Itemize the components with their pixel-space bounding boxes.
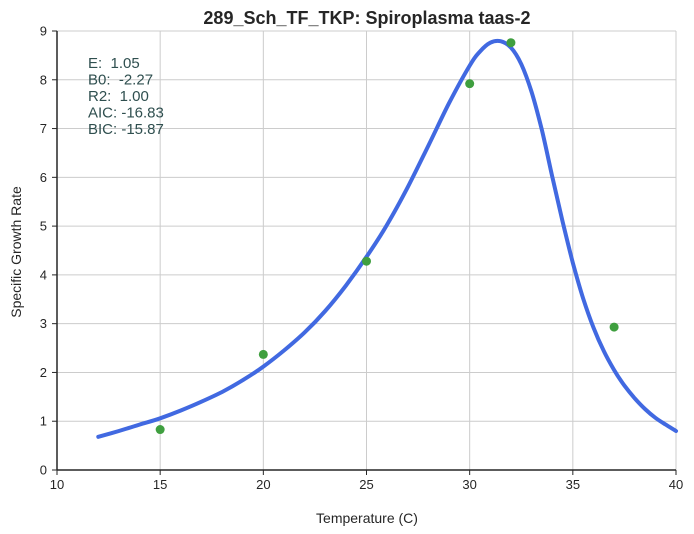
- x-tick-label: 15: [153, 477, 167, 492]
- data-point: [258, 349, 268, 359]
- y-tick-label: 2: [40, 365, 47, 380]
- y-tick-label: 7: [40, 121, 47, 136]
- y-axis-label: Specific Growth Rate: [8, 186, 24, 318]
- data-point: [362, 256, 371, 266]
- y-tick-label: 9: [40, 24, 47, 39]
- fit-stat-label: B0: -2.27: [88, 72, 153, 89]
- y-tick-label: 6: [40, 170, 47, 185]
- chart-title: 289_Sch_TF_TKP: Spiroplasma taas-2: [203, 8, 530, 28]
- series-curve: [96, 38, 678, 439]
- x-axis-label: Temperature (C): [316, 510, 418, 526]
- fit-stat-label: BIC: -15.87: [88, 121, 164, 138]
- data-point: [465, 79, 475, 89]
- fit-stat-label: R2: 1.00: [88, 88, 149, 105]
- y-tick-label: 0: [40, 463, 47, 478]
- y-tick-label: 4: [40, 267, 47, 282]
- x-tick-label: 30: [462, 477, 476, 492]
- axes: [56, 31, 676, 471]
- fit-stat-label: E: 1.05: [88, 55, 140, 72]
- x-tick-label: 10: [50, 477, 64, 492]
- fit-stat-label: AIC: -16.83: [88, 105, 164, 122]
- data-point: [609, 322, 619, 332]
- x-tick-labels: 10 15 20 25 30 35 40: [50, 477, 683, 492]
- y-tick-labels: 0 1 2 3 4 5 6 7 8 9: [40, 24, 47, 478]
- data-points: [155, 38, 619, 435]
- y-tick-label: 5: [40, 219, 47, 234]
- y-tick-label: 8: [40, 72, 47, 87]
- x-tick-label: 40: [669, 477, 683, 492]
- x-tick-label: 20: [256, 477, 270, 492]
- data-point: [506, 38, 516, 48]
- data-point: [155, 425, 165, 435]
- y-tick-label: 3: [40, 316, 47, 331]
- x-tick-label: 35: [566, 477, 580, 492]
- y-tick-label: 1: [40, 414, 47, 429]
- grid: [52, 30, 677, 475]
- x-tick-label: 25: [359, 477, 373, 492]
